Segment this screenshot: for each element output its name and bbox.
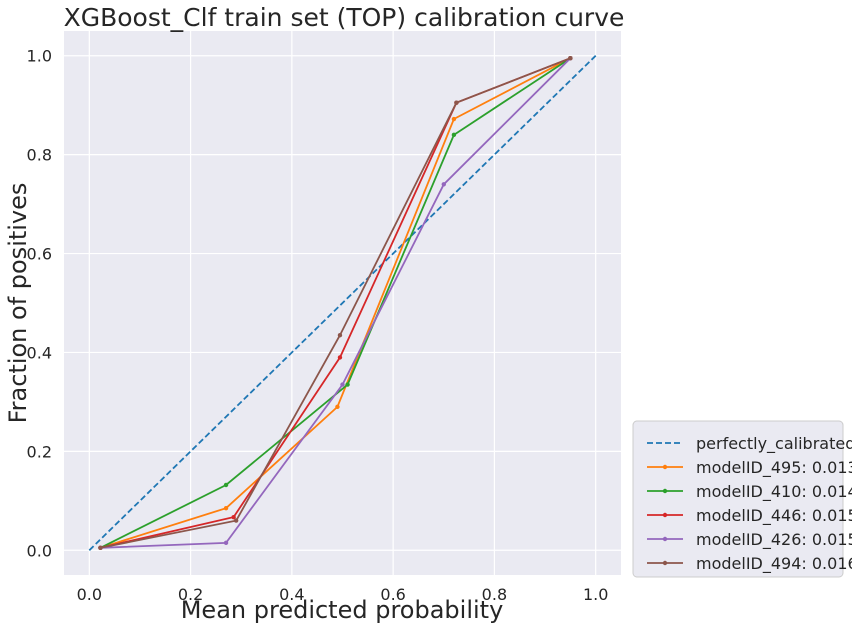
x-tick-label: 0.8 — [482, 585, 507, 604]
data-point — [335, 404, 340, 410]
y-axis-title: Fraction of positives — [4, 183, 32, 424]
data-point — [345, 382, 350, 387]
legend-label: modelID_426: 0.015 — [696, 530, 852, 550]
legend-box — [632, 420, 844, 578]
x-tick-label: 1.0 — [583, 585, 608, 604]
x-axis-title: Mean predicted probability — [181, 596, 504, 624]
x-tick-label: 0.4 — [279, 585, 304, 604]
y-tick-label: 1.0 — [27, 47, 52, 66]
data-point — [223, 482, 229, 488]
data-point — [451, 116, 457, 122]
legend-marker — [662, 512, 668, 518]
legend-label: modelID_446: 0.015 — [696, 506, 852, 526]
legend-marker — [662, 488, 668, 494]
data-point — [337, 332, 343, 338]
data-point — [340, 382, 345, 387]
data-point — [451, 132, 457, 138]
y-tick-label: 0.2 — [27, 442, 52, 461]
legend-marker — [662, 560, 668, 566]
legend-label: modelID_494: 0.016 — [696, 554, 852, 574]
x-axis-ticks: 0.0 0.2 0.4 0.6 0.8 1.0 — [77, 585, 609, 604]
data-point — [441, 182, 446, 187]
legend-label: modelID_495: 0.013 — [696, 458, 852, 478]
chart-title: XGBoost_Clf train set (TOP) calibration … — [64, 3, 625, 32]
data-point — [233, 518, 239, 523]
x-tick-label: 0.6 — [380, 585, 405, 604]
data-point — [454, 100, 459, 105]
legend-marker — [662, 464, 668, 470]
x-tick-label: 0.0 — [77, 585, 102, 604]
y-tick-label: 0.4 — [27, 343, 52, 362]
data-point — [337, 355, 343, 360]
data-point — [223, 506, 229, 511]
y-tick-label: 0.8 — [27, 146, 52, 165]
data-point — [568, 56, 573, 61]
series-line — [88, 55, 597, 551]
legend: perfectly_calibrated modelID_495: 0.013 mo… — [632, 420, 852, 578]
data-point — [231, 514, 236, 520]
series-layer — [88, 55, 597, 551]
grid — [64, 31, 621, 575]
legend-marker — [662, 536, 668, 542]
y-axis-ticks: 0.0 0.2 0.4 0.6 0.8 1.0 — [27, 47, 52, 561]
data-point — [98, 545, 103, 550]
x-tick-label: 0.2 — [178, 585, 203, 604]
legend-label: perfectly_calibrated — [696, 434, 852, 454]
y-tick-label: 0.6 — [27, 245, 52, 264]
legend-label: modelID_410: 0.014 — [696, 482, 852, 502]
data-point — [223, 540, 229, 546]
y-tick-label: 0.0 — [27, 541, 52, 560]
